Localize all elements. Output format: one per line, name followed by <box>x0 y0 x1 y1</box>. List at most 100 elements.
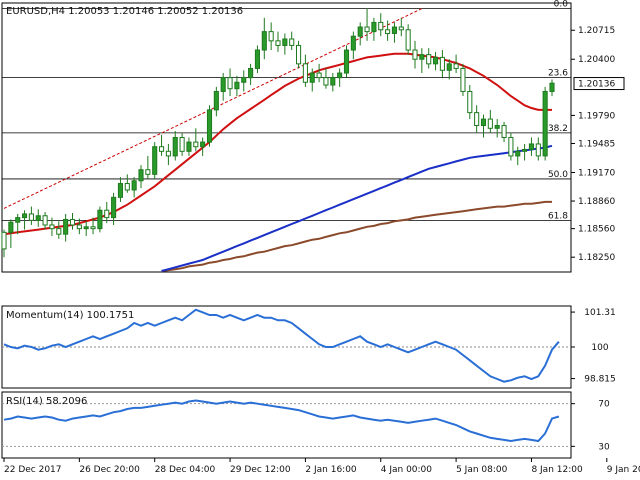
candle <box>528 137 535 156</box>
candle-body <box>398 26 404 31</box>
x-tick-label: 8 Jan 12:00 <box>531 465 583 475</box>
candle <box>117 177 124 202</box>
candle-body <box>378 21 384 31</box>
candle <box>220 73 226 101</box>
candle <box>289 31 295 51</box>
candle <box>364 8 370 41</box>
candle-body <box>186 141 192 152</box>
momentum-panel: 101.31 100 98.815 Momentum(14) 100.1751 <box>1 305 616 389</box>
candle-body <box>254 49 261 69</box>
rsi-series <box>2 399 571 447</box>
candle-body <box>83 226 89 230</box>
candle <box>145 155 151 179</box>
rsi-line <box>3 399 560 443</box>
candle-body <box>172 137 178 157</box>
candle <box>200 137 206 156</box>
candle <box>248 63 254 86</box>
candle-body <box>501 125 507 139</box>
fib-level-label: 38.2 <box>548 124 568 134</box>
candle <box>90 217 96 235</box>
candle-body <box>179 137 185 152</box>
candle-body <box>343 49 350 74</box>
candle <box>8 219 14 248</box>
x-tick-label: 28 Dec 04:00 <box>155 465 216 475</box>
candle-body <box>371 21 377 33</box>
candle <box>467 85 473 120</box>
candle <box>391 22 398 43</box>
rsi-title: RSI(14) 58.2096 <box>6 396 87 407</box>
momentum-y-axis: 101.31 100 98.815 <box>571 308 616 385</box>
candle-body <box>337 72 343 79</box>
candle-body <box>28 213 34 221</box>
candle <box>480 114 487 138</box>
candle <box>1 229 7 258</box>
candle <box>111 192 117 225</box>
candle-body <box>152 146 158 175</box>
candle <box>426 48 432 69</box>
x-tick-label: 29 Dec 12:00 <box>230 465 291 475</box>
candle <box>49 217 55 237</box>
candle <box>172 131 178 161</box>
candle <box>138 165 144 189</box>
candle-body <box>90 226 96 230</box>
candle <box>316 63 322 83</box>
candle-body <box>385 29 391 34</box>
candle <box>295 40 302 69</box>
candle <box>337 68 343 87</box>
x-tick-label: 22 Dec 2017 <box>4 465 62 475</box>
candle-body <box>446 63 452 71</box>
candle-body <box>193 141 199 148</box>
candle-body <box>111 196 117 219</box>
candle <box>241 70 247 92</box>
candle-body <box>63 218 69 235</box>
candle-body <box>460 67 466 92</box>
candle <box>542 86 548 161</box>
fib-level-label: 61.8 <box>548 211 568 221</box>
candle-body <box>42 215 48 226</box>
candle <box>309 68 315 92</box>
candle-body <box>316 72 322 79</box>
rsi-y-axis: 70 30 <box>571 400 610 452</box>
candle <box>378 13 384 37</box>
candle <box>474 105 480 133</box>
candle-body <box>480 118 487 127</box>
last-price-box <box>573 77 625 91</box>
candle-body <box>227 77 233 90</box>
candle-body <box>295 44 302 65</box>
candle-body <box>69 218 76 226</box>
candle <box>206 105 213 147</box>
candle-body <box>364 26 370 33</box>
price-y-axis: 1.20715 1.20400 1.19790 1.19485 1.19170 1.188… <box>571 26 615 263</box>
candle <box>35 209 41 227</box>
candle-body <box>275 40 281 46</box>
y-tick-label: 1.20400 <box>578 55 615 65</box>
candle <box>179 132 185 156</box>
candle-body <box>405 29 411 51</box>
candle <box>398 17 404 37</box>
candle <box>254 45 261 74</box>
candle <box>97 206 103 233</box>
momentum-line <box>3 308 560 383</box>
candle <box>186 137 192 156</box>
candle <box>193 128 199 152</box>
candle <box>124 174 130 193</box>
candle-body <box>261 31 267 51</box>
candle <box>350 31 356 60</box>
candle <box>76 218 82 235</box>
ma-blue-line <box>161 144 553 272</box>
candle <box>152 142 158 179</box>
momentum-tick-label: 98.815 <box>584 375 616 385</box>
candle <box>405 24 411 55</box>
y-tick-label: 1.18250 <box>578 253 615 263</box>
candle <box>261 17 267 60</box>
last-price-label: 1.20136 <box>578 80 615 90</box>
candle-body <box>104 209 110 219</box>
candle-body <box>206 109 213 143</box>
candle <box>21 210 28 230</box>
candle-body <box>302 63 308 83</box>
candle-body <box>97 209 103 230</box>
candle-body <box>419 54 425 60</box>
candle <box>282 33 288 55</box>
candle-body <box>522 148 528 152</box>
ma-brown-line <box>161 200 552 272</box>
